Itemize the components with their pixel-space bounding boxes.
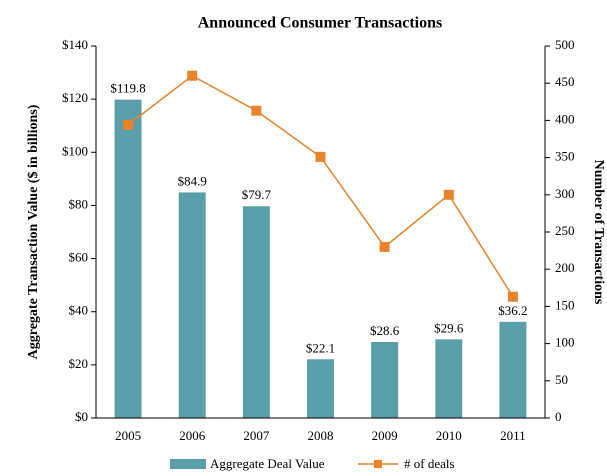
y-axis-title: Aggregate Transaction Value ($ in billio… bbox=[26, 104, 41, 359]
y2-tick-label: 0 bbox=[555, 409, 562, 424]
line-marker bbox=[123, 119, 134, 130]
legend-label: # of deals bbox=[404, 456, 455, 471]
line-marker bbox=[507, 291, 518, 302]
y2-tick-label: 250 bbox=[555, 223, 575, 238]
y2-tick-label: 450 bbox=[555, 74, 575, 89]
y2-tick-label: 100 bbox=[555, 335, 575, 350]
y2-axis-title: Number of Transactions bbox=[591, 160, 606, 305]
y-tick-label: $80 bbox=[69, 196, 89, 211]
y-tick-label: $60 bbox=[69, 250, 89, 265]
x-tick-label: 2005 bbox=[115, 428, 141, 443]
y-tick-label: $0 bbox=[75, 409, 88, 424]
y2-tick-label: 500 bbox=[555, 37, 575, 52]
bar bbox=[178, 192, 206, 418]
data-label: $119.8 bbox=[110, 81, 145, 96]
y2-tick-label: 50 bbox=[555, 372, 568, 387]
y-tick-label: $140 bbox=[62, 37, 88, 52]
y2-tick-label: 300 bbox=[555, 186, 575, 201]
bar bbox=[435, 339, 463, 418]
legend-label: Aggregate Deal Value bbox=[210, 456, 325, 471]
line-marker bbox=[251, 105, 262, 116]
bar bbox=[114, 99, 142, 418]
bar bbox=[371, 342, 399, 418]
data-label: $79.7 bbox=[242, 187, 272, 202]
x-tick-label: 2006 bbox=[179, 428, 206, 443]
y2-tick-label: 350 bbox=[555, 149, 575, 164]
y2-tick-label: 150 bbox=[555, 297, 575, 312]
y-tick-label: $40 bbox=[69, 303, 89, 318]
data-label: $84.9 bbox=[178, 173, 207, 188]
line-marker bbox=[379, 241, 390, 252]
bar bbox=[242, 206, 270, 418]
y-tick-label: $120 bbox=[62, 90, 88, 105]
data-label: $28.6 bbox=[370, 323, 400, 338]
legend-marker bbox=[374, 460, 382, 468]
chart-title: Announced Consumer Transactions bbox=[198, 15, 443, 32]
data-label: $29.6 bbox=[434, 320, 464, 335]
x-tick-label: 2011 bbox=[500, 428, 526, 443]
data-label: $22.1 bbox=[306, 340, 335, 355]
bar bbox=[307, 359, 334, 418]
y-tick-label: $20 bbox=[69, 356, 89, 371]
x-tick-label: 2007 bbox=[243, 428, 270, 443]
y-tick-label: $100 bbox=[62, 143, 88, 158]
legend-swatch bbox=[170, 459, 206, 469]
line-marker bbox=[315, 151, 326, 162]
x-tick-label: 2008 bbox=[308, 428, 334, 443]
y2-tick-label: 200 bbox=[555, 260, 575, 275]
y2-tick-label: 400 bbox=[555, 111, 575, 126]
line-marker bbox=[443, 189, 454, 200]
data-label: $36.2 bbox=[498, 303, 527, 318]
bar bbox=[499, 321, 527, 418]
x-tick-label: 2009 bbox=[372, 428, 398, 443]
line-marker bbox=[187, 70, 198, 81]
x-tick-label: 2010 bbox=[436, 428, 462, 443]
